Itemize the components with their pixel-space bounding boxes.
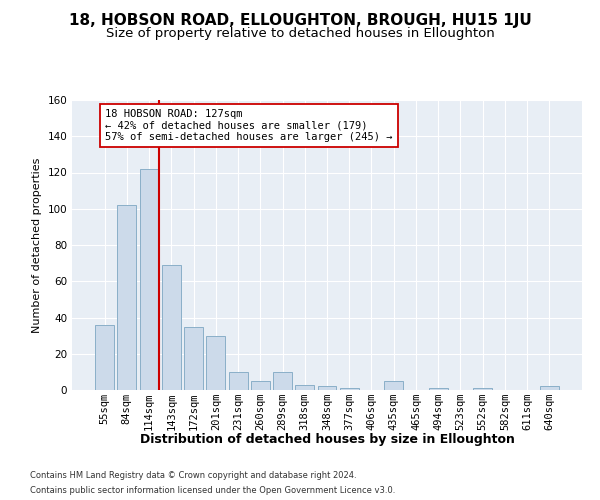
Text: Distribution of detached houses by size in Elloughton: Distribution of detached houses by size … <box>140 432 514 446</box>
Bar <box>295 384 314 390</box>
Bar <box>95 325 114 390</box>
Text: 18 HOBSON ROAD: 127sqm
← 42% of detached houses are smaller (179)
57% of semi-de: 18 HOBSON ROAD: 127sqm ← 42% of detached… <box>105 109 392 142</box>
Bar <box>206 336 225 390</box>
Bar <box>118 205 136 390</box>
Bar <box>184 326 203 390</box>
Text: Contains HM Land Registry data © Crown copyright and database right 2024.: Contains HM Land Registry data © Crown c… <box>30 471 356 480</box>
Bar <box>540 386 559 390</box>
Bar <box>429 388 448 390</box>
Bar <box>251 381 270 390</box>
Bar <box>162 265 181 390</box>
Bar <box>273 372 292 390</box>
Bar <box>340 388 359 390</box>
Bar <box>384 381 403 390</box>
Bar <box>229 372 248 390</box>
Y-axis label: Number of detached properties: Number of detached properties <box>32 158 42 332</box>
Bar <box>473 388 492 390</box>
Bar <box>140 169 158 390</box>
Bar <box>317 386 337 390</box>
Text: Contains public sector information licensed under the Open Government Licence v3: Contains public sector information licen… <box>30 486 395 495</box>
Text: 18, HOBSON ROAD, ELLOUGHTON, BROUGH, HU15 1JU: 18, HOBSON ROAD, ELLOUGHTON, BROUGH, HU1… <box>68 12 532 28</box>
Text: Size of property relative to detached houses in Elloughton: Size of property relative to detached ho… <box>106 28 494 40</box>
